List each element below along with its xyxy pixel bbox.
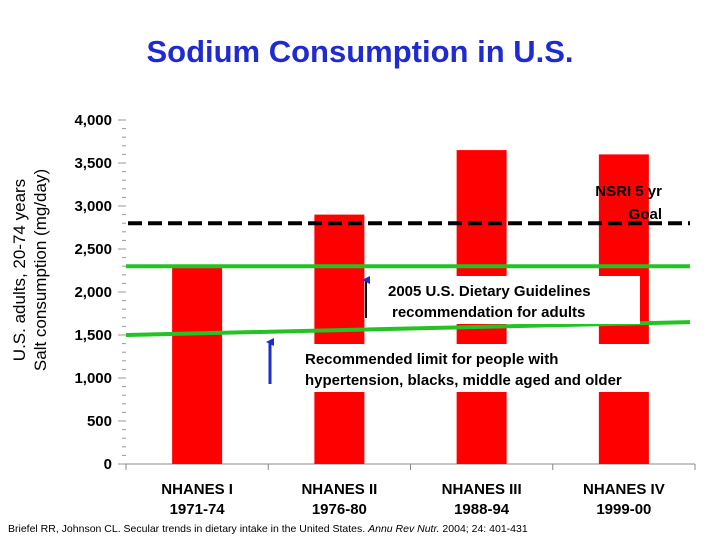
guideline-label-line1: 2005 U.S. Dietary Guidelines xyxy=(388,283,591,300)
y-axis-label-line1: U.S. adults, 20-74 years xyxy=(10,179,29,361)
hypertension-annotation: Recommended limit for people with hyperte… xyxy=(296,344,716,392)
y-tick-label: 4,000 xyxy=(74,112,112,129)
x-category-years: 1971-74 xyxy=(170,501,226,518)
hypertension-limit-line xyxy=(125,320,691,337)
citation-journal: Annu Rev Nutr. xyxy=(368,523,440,535)
x-category-years: 1988-94 xyxy=(454,501,510,518)
x-category-years: 1999-00 xyxy=(596,501,651,518)
x-category-name: NHANES IV xyxy=(583,481,665,498)
y-tick-label: 1,500 xyxy=(74,327,112,344)
guideline-label-bg xyxy=(378,276,640,324)
chart-title: Sodium Consumption in U.S. xyxy=(146,34,574,69)
citation: Briefel RR, Johnson CL. Secular trends i… xyxy=(8,523,528,535)
guideline-label-line2: recommendation for adults xyxy=(392,304,585,321)
y-tick-label: 2,000 xyxy=(74,284,112,301)
hypertension-label-line1: Recommended limit for people with xyxy=(305,351,558,368)
bar-1 xyxy=(172,266,223,464)
x-category-name: NHANES III xyxy=(442,481,522,498)
nsri-goal-annotation: NSRI 5 yr Goal xyxy=(595,183,662,223)
nsri-goal-label-line1: NSRI 5 yr xyxy=(595,183,662,200)
x-category-name: NHANES I xyxy=(161,481,233,498)
citation-suffix: 2004; 24: 401-431 xyxy=(439,523,528,535)
hypertension-label-bg xyxy=(296,344,716,392)
x-category-years: 1976-80 xyxy=(312,501,367,518)
x-category-name: NHANES II xyxy=(301,481,377,498)
y-tick-label: 0 xyxy=(104,456,112,473)
guideline-annotation: 2005 U.S. Dietary Guidelines recommendati… xyxy=(378,276,640,324)
y-axis-label-line2: Salt consumption (mg/day) xyxy=(31,169,50,371)
citation-prefix: Briefel RR, Johnson CL. Secular trends i… xyxy=(8,523,369,535)
y-tick-label: 2,500 xyxy=(74,241,112,258)
bar-2 xyxy=(314,214,365,464)
nsri-goal-label-line2: Goal xyxy=(629,206,662,223)
y-tick-label: 3,000 xyxy=(74,198,112,215)
hypertension-label-line2: hypertension, blacks, middle aged and ol… xyxy=(305,372,622,389)
y-tick-label: 500 xyxy=(87,413,112,430)
y-tick-label: 1,000 xyxy=(74,370,112,387)
y-tick-label: 3,500 xyxy=(74,155,112,172)
